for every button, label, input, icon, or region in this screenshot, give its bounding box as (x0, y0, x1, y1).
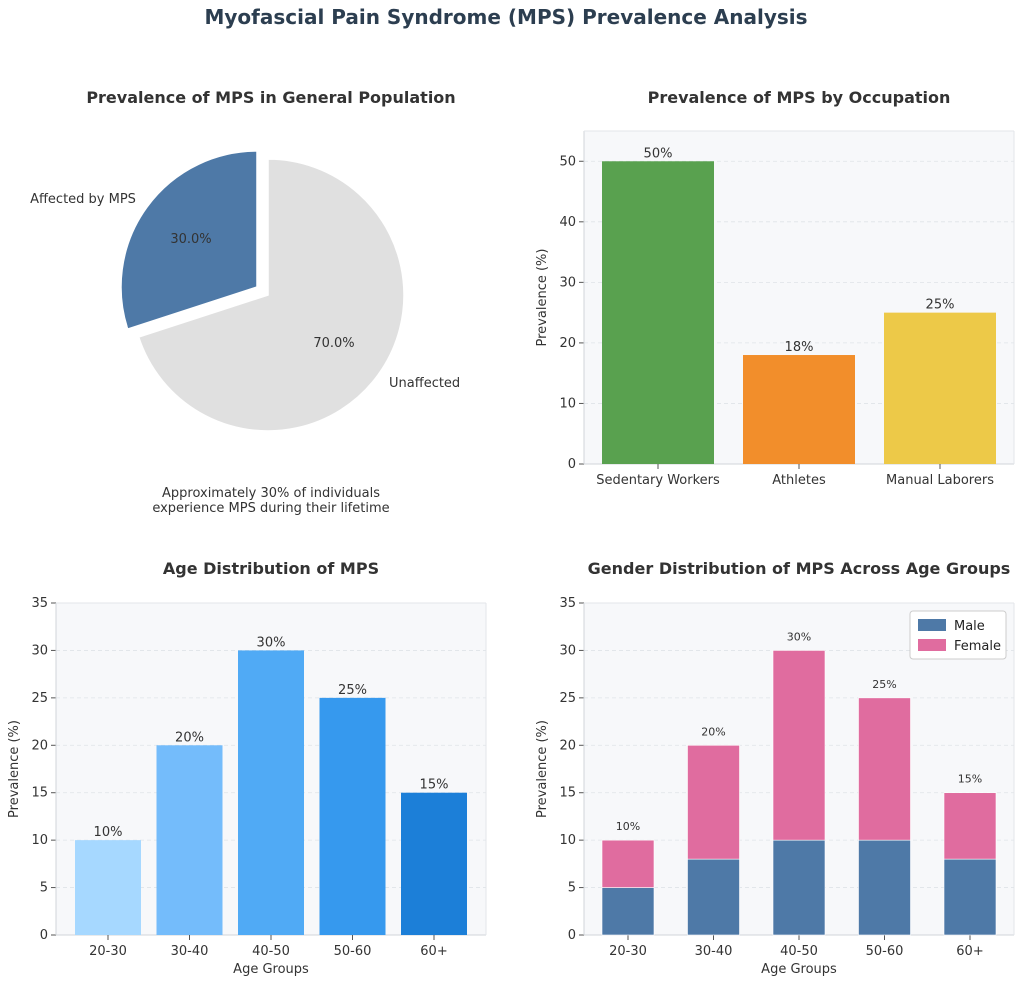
bar-value-label: 15% (420, 778, 449, 793)
bar (156, 745, 223, 935)
pie-pct-label: 30.0% (170, 232, 211, 247)
bar (75, 840, 141, 935)
x-tick-label: 20-30 (609, 944, 647, 959)
y-tick-label: 5 (40, 881, 48, 896)
bar-male (943, 858, 997, 936)
x-tick-label: Athletes (772, 473, 826, 488)
x-tick-label: Sedentary Workers (596, 473, 720, 488)
pie-category-label: Affected by MPS (30, 192, 136, 207)
bar (743, 355, 855, 464)
x-tick-label: 20-30 (89, 944, 127, 959)
bar-value-label: 25% (926, 298, 955, 313)
pie-caption: Approximately 30% of individuals experie… (120, 486, 422, 516)
legend-swatch-female (918, 639, 946, 651)
y-tick-label: 10 (559, 396, 576, 411)
x-tick-label: 50-60 (866, 944, 904, 959)
y-tick-label: 20 (559, 336, 576, 351)
y-tick-label: 15 (31, 786, 48, 801)
y-tick-label: 35 (31, 596, 48, 611)
y-tick-label: 30 (31, 643, 48, 658)
pie-caption-line-1: Approximately 30% of individuals (161, 486, 381, 501)
y-tick-label: 0 (568, 928, 576, 943)
legend-label-male: Male (954, 619, 985, 634)
bar-total-label: 20% (701, 725, 725, 738)
x-tick-label: 60+ (956, 944, 983, 959)
pie-category-label: Unaffected (389, 376, 460, 391)
y-axis-label: Prevalence (%) (535, 720, 550, 818)
y-tick-label: 30 (559, 643, 576, 658)
y-tick-label: 40 (559, 215, 576, 230)
y-tick-label: 20 (559, 738, 576, 753)
bar-male (772, 839, 826, 936)
y-tick-label: 0 (40, 928, 48, 943)
bar-male (687, 858, 740, 936)
y-axis-label: Prevalence (%) (7, 720, 22, 818)
age-bar-chart: 0 5 10 15 20 25 30 35 20-30 10% 30-40 20% 40-50 30% 50… (7, 596, 487, 977)
y-tick-label: 10 (559, 833, 576, 848)
bar-female (687, 744, 740, 860)
pie-pct-label: 70.0% (313, 336, 354, 351)
y-tick-label: 30 (559, 275, 576, 290)
age-chart-title: Age Distribution of MPS (162, 559, 380, 578)
x-axis-label: Age Groups (233, 962, 309, 977)
pie-chart-title: Prevalence of MPS in General Population (86, 88, 456, 107)
bar (602, 161, 714, 465)
y-tick-label: 10 (31, 833, 48, 848)
y-tick-label: 20 (31, 738, 48, 753)
bar-value-label: 50% (644, 146, 673, 161)
y-tick-label: 15 (559, 786, 576, 801)
bar-total-label: 10% (616, 820, 640, 833)
bar-total-label: 15% (958, 773, 982, 786)
x-tick-label: 30-40 (171, 944, 209, 959)
gender-chart-title: Gender Distribution of MPS Across Age Gr… (587, 559, 1011, 578)
x-tick-label: 50-60 (334, 944, 372, 959)
occupation-chart-title: Prevalence of MPS by Occupation (647, 88, 951, 107)
y-tick-label: 35 (559, 596, 576, 611)
occupation-bar-chart: 0 10 20 30 40 50 Sedentary Workers 50% Athletes 1… (535, 130, 1015, 488)
x-tick-label: 40-50 (780, 944, 818, 959)
y-tick-label: 5 (568, 881, 576, 896)
y-tick-label: 50 (559, 154, 576, 169)
x-tick-label: 60+ (420, 944, 447, 959)
bar-total-label: 30% (787, 630, 811, 643)
legend-label-female: Female (954, 639, 1001, 654)
pie-slice-unaffected (137, 158, 405, 432)
bar (319, 697, 386, 935)
y-tick-label: 25 (559, 691, 576, 706)
x-axis-label: Age Groups (761, 962, 837, 977)
bar-male (601, 887, 655, 936)
bar-value-label: 10% (94, 825, 123, 840)
bar-female (858, 697, 911, 841)
pie-chart: 30.0% Affected by MPS 70.0% Unaffected (30, 150, 460, 432)
bar-female (772, 650, 826, 841)
legend: Male Female (909, 610, 1007, 660)
bar-value-label: 20% (175, 730, 204, 745)
bar-female (943, 792, 997, 860)
y-tick-label: 25 (31, 691, 48, 706)
y-axis-label: Prevalence (%) (535, 249, 550, 347)
x-tick-label: 40-50 (252, 944, 290, 959)
bar-value-label: 30% (257, 635, 286, 650)
pie-caption-line-2: experience MPS during their lifetime (152, 501, 390, 516)
bar (238, 650, 304, 935)
y-tick-label: 0 (568, 457, 576, 472)
bar-male (858, 839, 911, 936)
x-tick-label: 30-40 (695, 944, 733, 959)
pie-slice-affected (120, 150, 258, 330)
figure-title: Myofascial Pain Syndrome (MPS) Prevalenc… (204, 5, 808, 29)
bar-total-label: 25% (872, 678, 896, 691)
bar (884, 312, 996, 464)
legend-swatch-male (918, 619, 946, 631)
bar-value-label: 18% (785, 340, 814, 355)
bar-value-label: 25% (338, 683, 367, 698)
bar (401, 792, 467, 935)
bar-female (601, 839, 655, 888)
gender-stacked-bar-chart: 0 5 10 15 20 25 30 35 20-30 10% 30-40 20% 40-50 30% 50… (535, 596, 1015, 977)
x-tick-label: Manual Laborers (886, 473, 994, 488)
